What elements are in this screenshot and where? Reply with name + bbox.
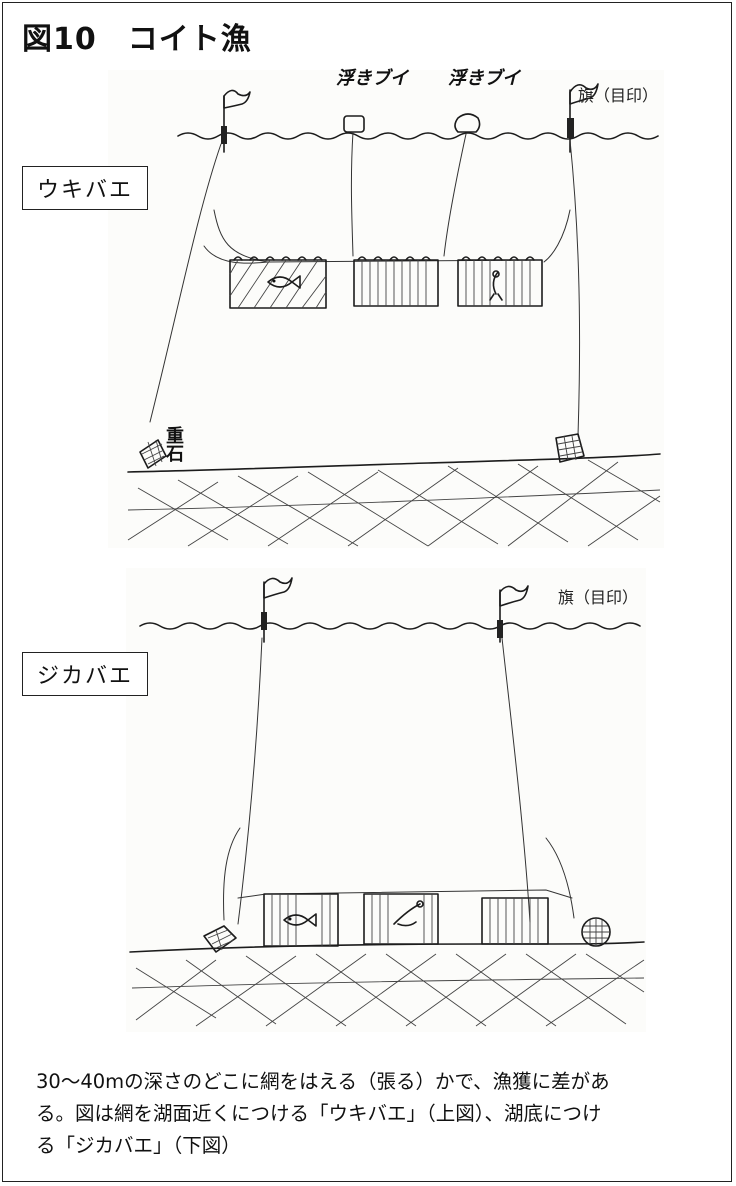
- right-weight: [581, 917, 611, 947]
- left-weight: [139, 439, 167, 469]
- float-label-2: 浮きブイ: [448, 68, 520, 89]
- caption-line-2: る。図は網を湖面近くにつける「ウキバエ」（上図）、湖底につけ: [36, 1102, 602, 1125]
- float-buoy-2: [454, 113, 481, 133]
- lake-bottom-line: [127, 453, 661, 473]
- net-panel-2: [353, 256, 439, 307]
- flag-label-upper: 旗（目印）: [578, 86, 659, 105]
- net-panel-2: [363, 893, 439, 945]
- jikabae-label-box: ジカバエ: [22, 652, 148, 696]
- ukibae-label-box: ウキバエ: [22, 166, 148, 210]
- net-panel-3: [481, 897, 549, 945]
- left-flag-marker: [261, 577, 293, 643]
- lake-bed-hatching: [127, 459, 661, 547]
- ukibae-sketch: [127, 83, 661, 547]
- left-weight: [203, 925, 237, 953]
- lake-bed-hatching: [131, 953, 645, 1027]
- weight-label: 重石: [163, 426, 184, 462]
- right-flag-marker: [497, 585, 529, 643]
- flag-label-lower: 旗（目印）: [558, 588, 639, 607]
- float-label-1: 浮きブイ: [336, 68, 408, 89]
- right-weight: [555, 433, 585, 463]
- ukibae-label: ウキバエ: [36, 178, 133, 203]
- net-panel-1: [229, 256, 327, 309]
- jikabae-label: ジカバエ: [36, 664, 133, 689]
- net-panel-3: [457, 256, 543, 307]
- water-surface-line: [139, 622, 641, 630]
- ukibae-diagram: 浮きブイ 浮きブイ 旗（目印） 重石: [108, 68, 664, 548]
- float-buoy-1: [343, 115, 365, 133]
- caption-line-1: 30～40mの深さのどこに網をはえる（張る）かで、漁獲に差があ: [36, 1070, 610, 1093]
- jikabae-diagram: 旗（目印）: [126, 568, 646, 1032]
- figure-caption: 30～40mの深さのどこに網をはえる（張る）かで、漁獲に差があ る。図は網を湖面…: [36, 1066, 716, 1162]
- caption-line-3: る「ジカバエ」（下図）: [36, 1134, 241, 1157]
- jikabae-sketch: [129, 577, 645, 1027]
- left-flag-marker: [221, 89, 251, 153]
- water-surface-line: [177, 132, 659, 140]
- figure-title: 図10 コイト漁: [22, 22, 252, 57]
- net-panel-1: [263, 893, 339, 947]
